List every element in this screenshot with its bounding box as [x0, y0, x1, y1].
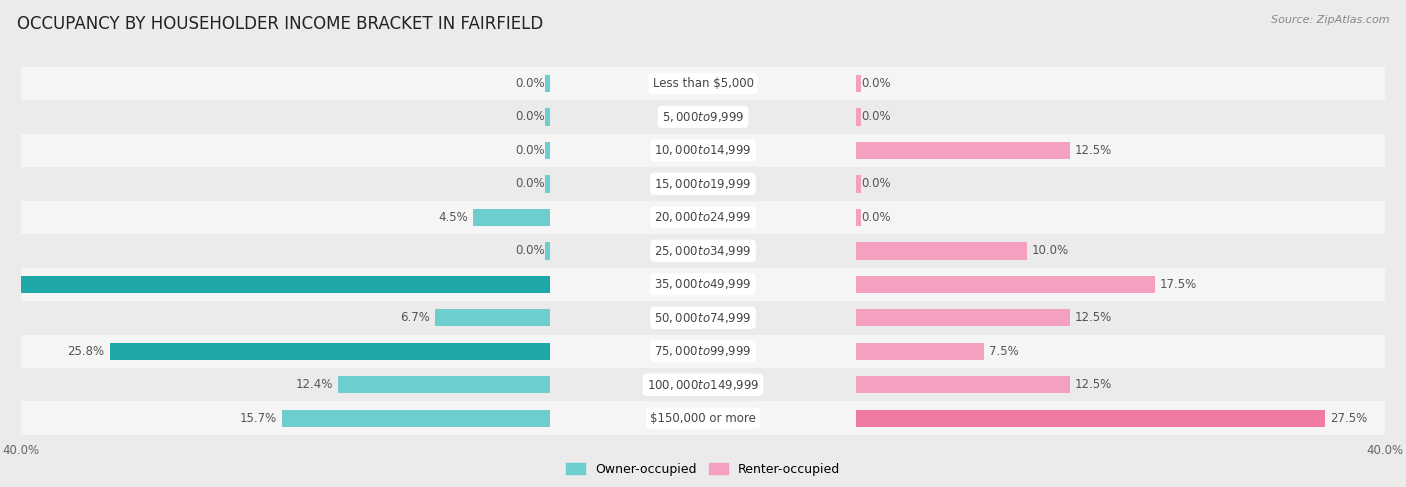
Bar — [21, 401, 1385, 435]
Bar — [856, 309, 860, 326]
Text: 27.5%: 27.5% — [1330, 412, 1368, 425]
Bar — [546, 342, 550, 360]
Text: $10,000 to $14,999: $10,000 to $14,999 — [654, 143, 752, 157]
Bar — [856, 342, 984, 360]
Bar — [856, 175, 860, 192]
Bar — [0, 276, 550, 293]
Bar — [21, 201, 1385, 234]
Bar — [856, 276, 1154, 293]
Bar — [21, 133, 1385, 167]
Text: 0.0%: 0.0% — [515, 144, 544, 157]
Text: Source: ZipAtlas.com: Source: ZipAtlas.com — [1271, 15, 1389, 25]
Text: 12.5%: 12.5% — [1074, 144, 1112, 157]
Bar — [856, 376, 860, 393]
Bar — [856, 142, 1070, 159]
Bar — [856, 410, 860, 427]
Bar — [856, 242, 1026, 260]
Text: 0.0%: 0.0% — [515, 77, 544, 90]
Text: $75,000 to $99,999: $75,000 to $99,999 — [654, 344, 752, 358]
Legend: Owner-occupied, Renter-occupied: Owner-occupied, Renter-occupied — [561, 458, 845, 481]
Text: $5,000 to $9,999: $5,000 to $9,999 — [662, 110, 744, 124]
Bar — [546, 175, 550, 192]
Text: 0.0%: 0.0% — [515, 244, 544, 257]
Text: 0.0%: 0.0% — [862, 111, 891, 123]
Bar — [856, 142, 860, 159]
Text: 0.0%: 0.0% — [515, 177, 544, 190]
Text: $35,000 to $49,999: $35,000 to $49,999 — [654, 277, 752, 291]
Text: $25,000 to $34,999: $25,000 to $34,999 — [654, 244, 752, 258]
Text: $100,000 to $149,999: $100,000 to $149,999 — [647, 378, 759, 392]
Text: 6.7%: 6.7% — [401, 311, 430, 324]
Bar — [546, 376, 550, 393]
Bar — [856, 309, 1070, 326]
Bar — [436, 309, 550, 326]
Text: 4.5%: 4.5% — [439, 211, 468, 224]
Bar — [110, 342, 550, 360]
Text: 0.0%: 0.0% — [862, 77, 891, 90]
Bar — [339, 376, 550, 393]
Text: OCCUPANCY BY HOUSEHOLDER INCOME BRACKET IN FAIRFIELD: OCCUPANCY BY HOUSEHOLDER INCOME BRACKET … — [17, 15, 543, 33]
Bar — [21, 301, 1385, 335]
Text: 12.4%: 12.4% — [295, 378, 333, 391]
Bar — [856, 208, 860, 226]
Text: 0.0%: 0.0% — [862, 211, 891, 224]
Text: 25.8%: 25.8% — [67, 345, 104, 358]
Text: 15.7%: 15.7% — [239, 412, 277, 425]
Bar — [856, 242, 860, 260]
Bar — [546, 242, 550, 260]
Text: 17.5%: 17.5% — [1160, 278, 1197, 291]
Bar — [21, 167, 1385, 201]
Bar — [21, 67, 1385, 100]
Bar — [546, 108, 550, 126]
Text: 12.5%: 12.5% — [1074, 311, 1112, 324]
Bar — [21, 368, 1385, 401]
Text: 0.0%: 0.0% — [862, 177, 891, 190]
Bar — [283, 410, 550, 427]
Bar — [546, 142, 550, 159]
Bar — [856, 75, 860, 92]
Text: $15,000 to $19,999: $15,000 to $19,999 — [654, 177, 752, 191]
Bar — [546, 208, 550, 226]
Bar — [546, 75, 550, 92]
Bar — [21, 100, 1385, 133]
Text: $20,000 to $24,999: $20,000 to $24,999 — [654, 210, 752, 225]
Bar — [546, 309, 550, 326]
Bar — [21, 267, 1385, 301]
Text: 12.5%: 12.5% — [1074, 378, 1112, 391]
Bar — [856, 410, 1326, 427]
Text: 10.0%: 10.0% — [1032, 244, 1069, 257]
Bar — [472, 208, 550, 226]
Bar — [21, 234, 1385, 267]
Bar — [856, 376, 1070, 393]
Bar — [856, 342, 860, 360]
Bar — [856, 108, 860, 126]
Text: $150,000 or more: $150,000 or more — [650, 412, 756, 425]
Text: 0.0%: 0.0% — [515, 111, 544, 123]
Bar — [546, 410, 550, 427]
Text: 7.5%: 7.5% — [990, 345, 1019, 358]
Bar — [856, 276, 860, 293]
Bar — [21, 335, 1385, 368]
Bar — [546, 276, 550, 293]
Text: Less than $5,000: Less than $5,000 — [652, 77, 754, 90]
Text: $50,000 to $74,999: $50,000 to $74,999 — [654, 311, 752, 325]
